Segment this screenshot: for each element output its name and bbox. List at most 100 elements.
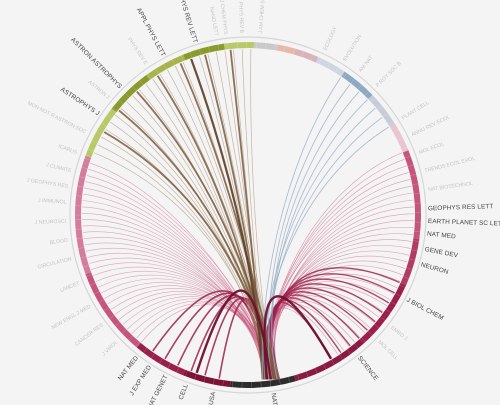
segment-tick — [297, 374, 300, 381]
journal-label: SCIENCE — [356, 355, 379, 382]
segment-tick — [388, 121, 394, 125]
faint-journal-label: J NEUROSCI — [35, 219, 67, 226]
journal-label: ASTROPHYS J — [59, 86, 101, 117]
segment-tick — [393, 129, 399, 133]
segment-tick — [407, 164, 414, 167]
journal-segment — [341, 71, 373, 100]
segment-tick — [103, 307, 110, 311]
segment-tick — [390, 301, 397, 305]
segment-tick — [397, 137, 404, 141]
segment-tick — [189, 51, 193, 58]
segment-tick — [180, 55, 184, 62]
journal-segment — [223, 42, 255, 50]
segment-tick — [412, 183, 419, 186]
journal-segment — [276, 44, 296, 55]
journal-label: NATURE — [269, 393, 280, 405]
segment-tick — [346, 349, 351, 355]
segment-tick — [413, 240, 419, 242]
faint-journal-label: ICARUS — [57, 144, 78, 157]
segment-tick — [86, 274, 92, 277]
segment-tick — [327, 62, 331, 69]
segment-tick — [382, 113, 389, 118]
journal-segment — [315, 56, 345, 77]
faint-journal-label: PHYS REV E — [126, 37, 149, 67]
segment-tick — [84, 157, 91, 161]
citation-ribbon — [271, 99, 368, 380]
citation-ribbon — [267, 83, 351, 380]
journal-segment — [400, 238, 420, 286]
segment-tick — [135, 342, 140, 347]
journal-segment — [253, 42, 279, 51]
journal-label: GENE DEV — [424, 246, 459, 259]
segment-tick — [232, 381, 234, 388]
segment-tick — [288, 376, 291, 383]
segment-tick — [163, 63, 167, 70]
journal-label: CELL — [178, 383, 190, 401]
segment-tick — [292, 48, 295, 55]
segment-tick — [128, 335, 133, 341]
outer-grey-ring — [69, 36, 427, 394]
segment-tick — [159, 358, 163, 364]
faint-journal-label: J VIROL — [101, 339, 119, 357]
faint-journal-label: NANO LETT — [208, 7, 219, 38]
segment-tick — [109, 314, 115, 319]
citation-ribbon — [261, 77, 342, 380]
segment-tick — [106, 115, 112, 119]
segment-tick — [115, 322, 121, 327]
segment-tick — [76, 195, 83, 197]
segment-tick — [222, 380, 224, 387]
citation-ribbon — [268, 117, 383, 380]
segment-tick — [91, 140, 98, 144]
segment-tick — [194, 373, 197, 380]
journal-segments-ring — [75, 42, 421, 388]
journal-segment — [85, 272, 141, 348]
segment-tick — [87, 148, 94, 152]
segment-tick — [265, 42, 267, 49]
faint-journal-label: PLANT CELL — [401, 100, 431, 122]
faint-journal-label: ASTRON J — [87, 79, 111, 100]
journal-segment — [85, 108, 117, 158]
citation-ribbon — [89, 257, 277, 380]
segment-tick — [112, 107, 118, 112]
faint-journal-label: EVOLUTION — [342, 34, 363, 63]
segment-tick — [143, 347, 148, 353]
faint-journal-label: NEW ENGL J MED — [51, 304, 93, 332]
segment-tick — [98, 299, 105, 303]
segment-tick — [306, 371, 309, 378]
segment-tick — [399, 284, 406, 288]
segment-tick — [125, 92, 130, 98]
segment-tick — [269, 380, 272, 387]
journal-label: GEOPHYS RES LETT — [428, 203, 494, 212]
segment-tick — [374, 323, 380, 329]
segment-tick — [409, 258, 416, 261]
journal-segment — [111, 75, 150, 113]
segment-tick — [367, 330, 373, 336]
segment-tick — [354, 343, 359, 349]
segment-tick — [147, 74, 151, 80]
segment-tick — [118, 99, 124, 105]
faint-journal-label: J GEOPHYS RES — [26, 177, 69, 190]
segment-tick — [414, 231, 421, 233]
journal-segment — [368, 94, 395, 127]
faint-journal-label: J CLIMATE — [45, 162, 72, 174]
faint-journal-label: CANCER RES — [74, 322, 105, 348]
segment-tick — [301, 51, 304, 57]
faint-journal-label: LANCET — [59, 280, 81, 294]
segment-tick — [198, 48, 202, 55]
faint-journal-label: J IMMUNOL — [38, 198, 67, 206]
segment-tick — [364, 91, 370, 96]
faint-journal-label: AM NAT — [358, 54, 375, 73]
journal-label: PHYS REV LETT — [177, 0, 199, 44]
segment-tick — [96, 131, 102, 135]
journal-segment — [75, 155, 92, 275]
journal-segment — [359, 282, 407, 344]
segment-tick — [350, 78, 355, 84]
faint-journal-label: PHYS REV B — [237, 2, 244, 34]
segment-tick — [139, 80, 144, 85]
citation-ribbon — [263, 295, 333, 380]
segment-tick — [357, 84, 363, 90]
segment-tick — [81, 167, 88, 170]
journal-segment — [146, 54, 186, 80]
segment-tick — [335, 67, 339, 73]
